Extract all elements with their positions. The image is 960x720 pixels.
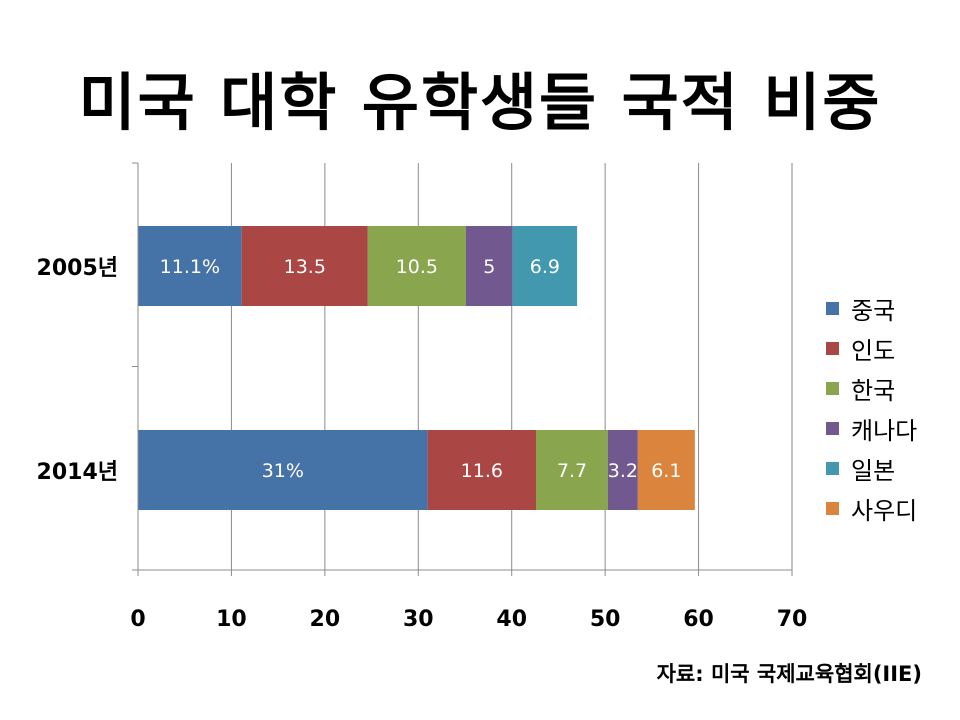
legend-label: 캐나다	[851, 416, 918, 445]
data-label: 11.1%	[160, 256, 220, 278]
data-label: 31%	[262, 460, 304, 482]
x-tick-label: 40	[496, 607, 527, 632]
legend-item: 한국	[826, 368, 917, 408]
x-tick-label: 0	[130, 607, 145, 632]
legend-label: 한국	[851, 376, 896, 405]
legend-label: 중국	[851, 296, 896, 325]
bar-segment	[465, 226, 513, 306]
legend-item: 사우디	[826, 488, 917, 528]
x-tick-label: 10	[216, 607, 247, 632]
x-tick-label: 20	[310, 607, 341, 632]
category-label: 2014년	[37, 460, 118, 485]
data-label: 11.6	[461, 460, 503, 482]
x-tick-label: 60	[683, 607, 714, 632]
bar-segment	[536, 430, 608, 510]
data-label: 7.7	[557, 460, 587, 482]
data-label: 10.5	[396, 256, 438, 278]
legend-label: 사우디	[851, 496, 918, 525]
legend-item: 캐나다	[826, 408, 917, 448]
x-tick-label: 70	[777, 607, 808, 632]
bar-segment	[367, 226, 466, 306]
x-tick-label: 30	[403, 607, 434, 632]
data-label: 6.1	[651, 460, 681, 482]
legend-item: 중국	[826, 288, 917, 328]
legend-swatch	[826, 341, 839, 355]
legend-swatch	[826, 381, 839, 395]
bar-segment	[607, 430, 638, 510]
legend-label: 인도	[851, 336, 896, 365]
legend-label: 일본	[851, 456, 896, 485]
legend-swatch	[826, 421, 839, 435]
bar-segment	[637, 430, 695, 510]
bar-segment	[512, 226, 578, 306]
legend-swatch	[826, 501, 839, 515]
legend-item: 일본	[826, 448, 917, 488]
category-label: 2005년	[37, 256, 118, 281]
bar-segment	[427, 430, 537, 510]
legend-swatch	[826, 301, 839, 315]
axes: 0 10 20 30 40 50 60 70 2005년 2014년	[37, 162, 808, 632]
bar-segment	[138, 430, 428, 510]
data-label: 13.5	[284, 256, 326, 278]
x-tick-label: 50	[590, 607, 621, 632]
bars	[138, 226, 695, 510]
chart-title: 미국 대학 유학생들 국적 비중	[78, 66, 882, 139]
legend-item: 인도	[826, 328, 917, 368]
data-labels: 11.1% 13.5 10.5 5 6.9 31% 11.6 7.7 3.2 6.1	[160, 256, 682, 482]
source-note: 자료: 미국 국제교육협회(IIE)	[656, 662, 922, 686]
bar-segment	[241, 226, 368, 306]
legend-swatch	[826, 461, 839, 475]
bar-segment	[138, 226, 242, 306]
data-label: 3.2	[608, 460, 638, 482]
data-label: 6.9	[530, 256, 560, 278]
data-label: 5	[483, 256, 495, 278]
